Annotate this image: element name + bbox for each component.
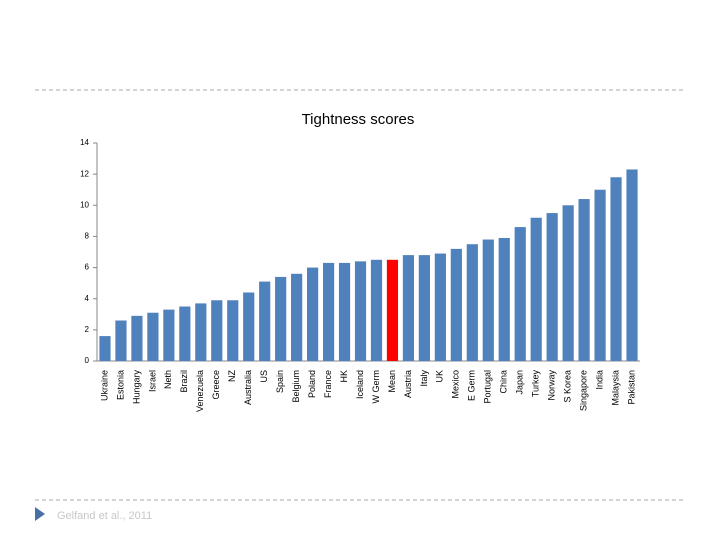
bar [322,262,335,361]
x-tick-label: Iceland [355,370,365,399]
bar [594,189,606,361]
y-tick-label: 2 [85,325,90,334]
bar [259,281,271,361]
bar [530,217,542,361]
bar [275,276,287,361]
y-tick-label: 0 [85,356,90,365]
x-tick-label: Poland [307,370,317,398]
x-tick-label: W Germ [371,370,381,404]
x-tick-label: France [323,370,333,398]
bar [195,303,207,361]
x-tick-label: Estonia [115,370,125,400]
bar [99,336,111,361]
bar [179,306,191,361]
y-tick-label: 8 [85,232,90,241]
bar [307,267,319,361]
x-tick-label: Malaysia [610,370,620,406]
bar [211,300,223,361]
bar [466,244,478,361]
x-tick-label: Mean [387,370,397,393]
bar [386,259,399,361]
bar [482,239,494,361]
x-tick-label: Austria [403,370,413,398]
x-tick-label: Hungary [131,370,141,405]
chart-title: Tightness scores [302,111,415,128]
x-tick-label: Ukraine [99,370,109,401]
bar [354,261,367,361]
x-tick-label: Venezuela [195,370,205,412]
bar [578,199,590,361]
x-tick-label: Pakistan [626,370,636,405]
x-tick-label: Singapore [578,370,588,411]
x-tick-label: China [499,370,509,394]
x-tick-label: Greece [211,370,221,400]
y-tick-label: 12 [80,169,89,178]
x-tick-label: E Germ [467,370,477,401]
bullet-icon [35,507,45,521]
x-tick-label: US [259,370,269,383]
x-tick-label: India [594,370,604,390]
bar [434,253,446,361]
bar [402,255,415,361]
bar [418,255,430,361]
y-tick-label: 14 [80,138,89,147]
x-tick-label: Neth [163,370,173,389]
bar [562,205,574,361]
bar [626,169,638,361]
bar [498,237,510,361]
bar [338,262,351,361]
x-tick-label: HK [339,370,349,383]
x-tick-label: UK [435,370,445,383]
bar [147,312,159,361]
x-tick-label: Mexico [451,370,461,399]
x-tick-label: Portugal [483,370,493,404]
x-tick-label: Norway [547,370,557,401]
x-tick-label: Brazil [179,370,189,393]
x-tick-label: Turkey [531,370,541,398]
bar [163,309,175,361]
x-tick-label: S Korea [563,370,573,403]
bar [131,315,143,361]
footer: Gelfand et al., 2011 [57,510,152,522]
bar [450,248,462,361]
x-tick-label: NZ [227,370,237,382]
x-tick-label: Israel [147,370,157,392]
bar [115,320,127,361]
x-tick-label: Australia [243,370,253,405]
y-tick-label: 6 [85,263,90,272]
bar [291,273,303,361]
x-tick-label: Japan [515,370,525,395]
bar [370,259,383,361]
bar [610,177,622,361]
y-tick-label: 4 [85,294,90,303]
x-tick-label: Italy [419,370,429,387]
y-tick-label: 10 [80,200,89,209]
x-tick-label: Belgium [291,370,301,403]
x-tick-label: Spain [275,370,285,393]
bar [227,300,239,361]
bar [514,227,526,361]
bar [546,213,558,361]
bar [243,292,255,361]
